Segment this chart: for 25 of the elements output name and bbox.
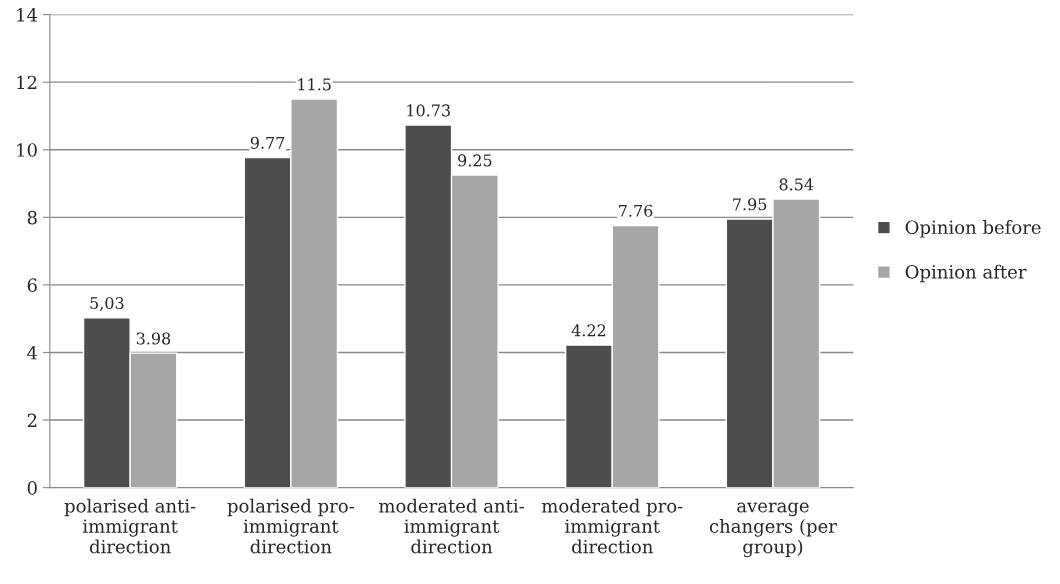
y-tick-label: 0: [27, 481, 37, 495]
y-tick-label: 4: [27, 345, 38, 360]
data-label: 7.76: [619, 204, 653, 217]
data-label: 10.73: [407, 104, 450, 117]
legend-label: Opinion after: [905, 264, 1027, 283]
x-tick-label: polarised pro- immigrant direction: [227, 498, 354, 554]
y-tick-label: 14: [17, 8, 38, 22]
legend-label: Opinion before: [905, 220, 1041, 238]
data-label: 4.22: [571, 324, 606, 337]
y-tick-label: 2: [27, 413, 37, 427]
data-label: 7.95: [733, 198, 767, 211]
data-label: 3.98: [136, 332, 171, 345]
x-tick-label: moderated pro- immigrant direction: [541, 498, 683, 554]
data-label: 9.77: [250, 136, 285, 149]
x-tick-label: average changers (per group): [709, 502, 837, 558]
y-tick-label: 6: [27, 278, 37, 293]
x-tick-label: polarised anti- immigrant direction: [64, 498, 196, 554]
data-label: 9.25: [458, 154, 492, 167]
y-tick-label: 12: [17, 75, 37, 90]
x-tick-label: moderated anti- immigrant direction: [379, 498, 524, 554]
y-tick-label: 8: [27, 210, 37, 225]
data-label: 11.5: [298, 78, 331, 91]
data-label: 5,03: [90, 296, 124, 311]
y-tick-label: 10: [17, 143, 37, 157]
data-label: 8.54: [779, 178, 814, 191]
